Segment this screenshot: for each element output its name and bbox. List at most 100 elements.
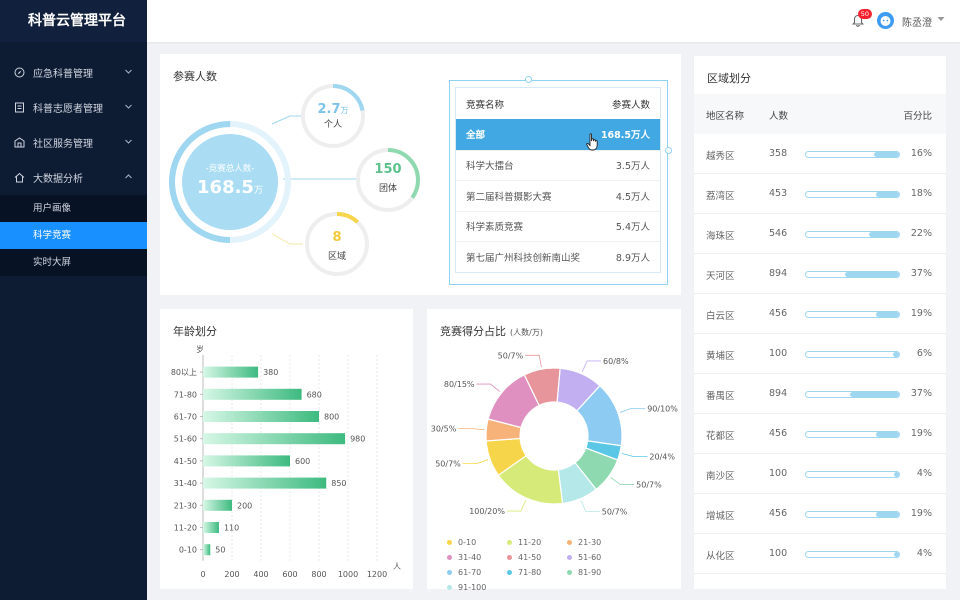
pie-data-label: 100/20% (469, 507, 505, 516)
total-arc (169, 121, 291, 243)
region-progress-bar (805, 391, 900, 398)
legend-dot (507, 555, 512, 560)
region-progress-bar (805, 351, 900, 358)
col-region-pct: 百分比 (903, 111, 932, 122)
menu-volunteers[interactable]: 科普志愿者管理 (0, 90, 147, 125)
legend-item[interactable]: 31-40 (447, 550, 507, 565)
table-row[interactable]: 第二届科普摄影大赛 4.5万人 (456, 180, 660, 211)
region-pct: 18% (910, 188, 932, 199)
total-unit: 万 (253, 186, 263, 196)
avatar[interactable] (877, 12, 894, 29)
y-tick-label: 71-80 (174, 390, 197, 399)
y-tick-label: 11-20 (174, 524, 197, 533)
region-progress-bar (805, 471, 900, 478)
bar-value-label: 850 (331, 479, 346, 488)
region-name: 南沙区 (706, 471, 735, 482)
legend-item[interactable]: 21-30 (567, 535, 627, 550)
submenu-realtime-screen[interactable]: 实时大屏 (33, 257, 72, 268)
team-value: 150 (374, 162, 402, 177)
team-arc (356, 148, 420, 212)
legend-label: 11-20 (518, 538, 542, 547)
submenu-science-competition[interactable]: 科学竞赛 (0, 222, 147, 249)
legend-item[interactable]: 11-20 (507, 535, 567, 550)
region-progress-fill (845, 272, 899, 277)
y-tick-label: 80以上 (171, 368, 197, 377)
region-row: 天河区 894 37% (694, 254, 946, 294)
menu-label: 社区服务管理 (33, 139, 93, 150)
region-label: 区域 (327, 252, 346, 262)
y-tick-label: 41-50 (174, 457, 197, 466)
legend-dot (567, 555, 572, 560)
menu-emergency[interactable]: 应急科普管理 (0, 55, 147, 90)
table-row[interactable]: 科学大擂台 3.5万人 (456, 149, 660, 181)
x-tick-label: 200 (224, 570, 239, 579)
legend-item[interactable]: 81-90 (567, 565, 627, 580)
submenu-user-profile[interactable]: 用户画像 (33, 203, 72, 214)
age-bar (203, 522, 219, 533)
menu-bigdata[interactable]: 大数据分析 (0, 160, 147, 195)
age-bar (203, 366, 259, 378)
region-progress-fill (892, 352, 899, 357)
region-progress-bar (805, 511, 900, 518)
team-label: 团体 (378, 184, 397, 194)
menu-label: 应急科普管理 (33, 69, 93, 80)
app-title: 科普云管理平台 (0, 0, 147, 42)
x-tick-label: 600 (282, 570, 297, 579)
user-name[interactable]: 陈丞澄 (902, 18, 932, 29)
region-value: 8 (332, 230, 342, 245)
frame-handle-icon (665, 147, 672, 154)
col-region-count: 人数 (769, 111, 789, 122)
table-row[interactable]: 第七届广州科技创新南山奖 8.9万人 (456, 241, 660, 272)
pie-leader-line (458, 428, 485, 431)
menu-community[interactable]: 社区服务管理 (0, 125, 147, 160)
legend-label: 41-50 (518, 553, 542, 562)
pie-data-label: 50/7% (636, 480, 662, 489)
region-arc (305, 212, 369, 276)
legend-item[interactable]: 91-100 (447, 580, 507, 595)
region-name: 白云区 (706, 311, 735, 322)
region-progress-bar (805, 271, 900, 278)
region-pct: 19% (910, 308, 932, 319)
col-region-name: 地区名称 (706, 111, 745, 122)
region-row: 从化区 100 4% (694, 534, 946, 574)
region-progress-fill (875, 512, 899, 517)
region-progress-bar (805, 151, 900, 158)
region-pct: 4% (916, 468, 932, 479)
chevron-down-icon (125, 69, 132, 74)
caret-down-icon[interactable] (937, 16, 945, 22)
legend-label: 81-90 (578, 568, 602, 577)
book-icon (14, 102, 25, 113)
pie-slice (523, 367, 561, 407)
pie-leader-line (581, 360, 602, 373)
legend-dot (567, 540, 572, 545)
legend-label: 31-40 (458, 553, 482, 562)
y-tick-label: 21-30 (174, 501, 197, 510)
pie-data-label: 60/8% (603, 357, 629, 366)
pie-leader-line (619, 407, 646, 413)
region-pct: 37% (910, 388, 932, 399)
table-row-all[interactable]: 全部 168.5万人 (456, 119, 660, 150)
region-row: 南沙区 100 4% (694, 454, 946, 494)
legend-item[interactable]: 61-70 (447, 565, 507, 580)
age-panel: 年龄划分 0 200 400 600 800 1000 1200 岁人 80以上 380 71-80… (160, 309, 413, 589)
y-axis-label: 岁 (196, 344, 204, 354)
region-name: 天河区 (706, 271, 735, 282)
pie-leader-line (506, 499, 527, 512)
legend-item[interactable]: 0-10 (447, 535, 507, 550)
legend-label: 51-60 (578, 553, 602, 562)
individual-label: 个人 (323, 120, 342, 130)
pie-data-label: 50/7% (435, 460, 461, 469)
table-row[interactable]: 科学素质竞赛 5.4万人 (456, 210, 660, 242)
y-tick-label: 0-10 (179, 546, 197, 555)
region-pct: 19% (910, 508, 932, 519)
legend-item[interactable]: 51-60 (567, 550, 627, 565)
region-progress-fill (873, 152, 899, 157)
chevron-down-icon (125, 139, 132, 144)
participants-title: 参赛人数 (173, 70, 217, 83)
x-axis-label: 人 (393, 562, 401, 571)
legend-item[interactable]: 41-50 (507, 550, 567, 565)
legend-dot (507, 570, 512, 575)
legend-item[interactable]: 71-80 (507, 565, 567, 580)
age-bar (203, 544, 211, 556)
y-tick-label: 61-70 (174, 413, 197, 422)
